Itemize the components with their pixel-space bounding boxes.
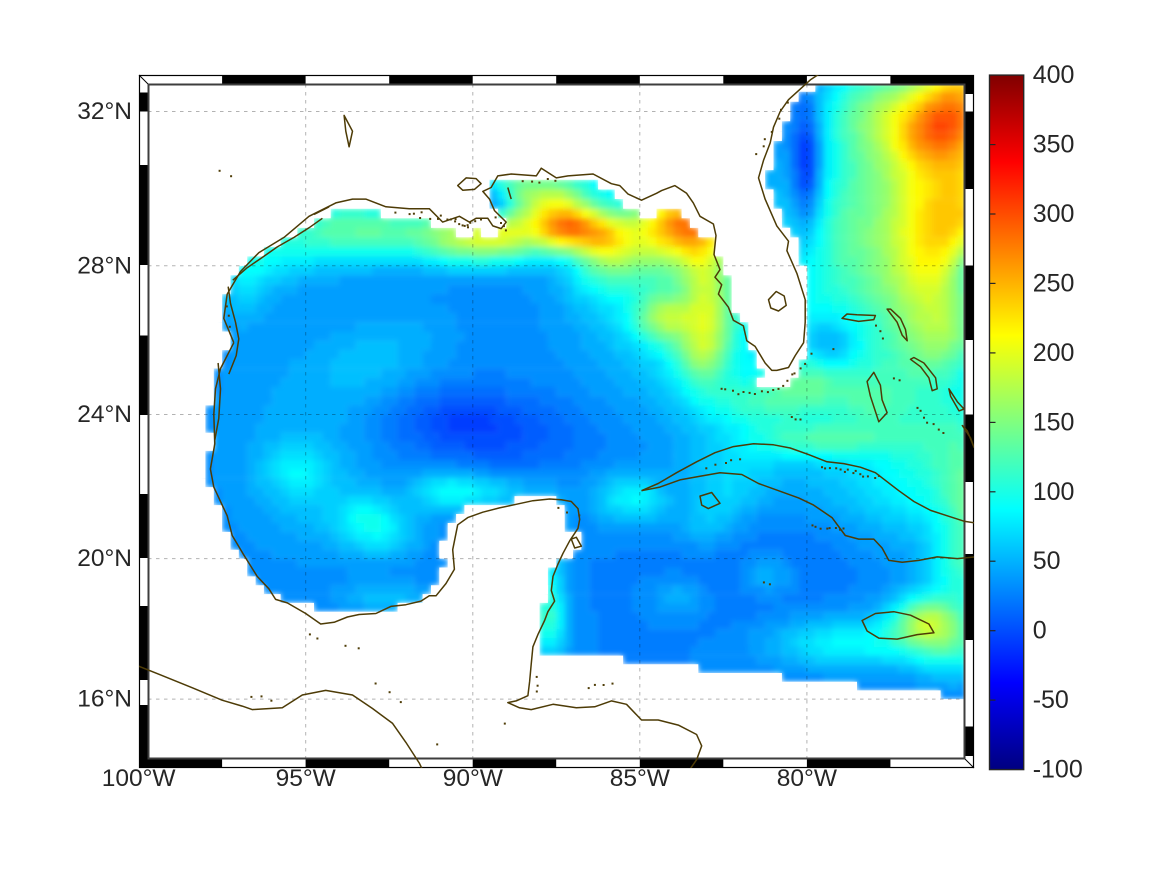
svg-text:24°N: 24°N [77,401,132,428]
svg-text:0: 0 [1033,617,1047,645]
svg-text:400: 400 [1033,61,1075,89]
svg-text:20°N: 20°N [77,545,132,572]
svg-text:50: 50 [1033,547,1061,575]
svg-text:150: 150 [1033,408,1075,436]
svg-text:32°N: 32°N [77,98,132,125]
svg-text:90°W: 90°W [443,765,504,792]
svg-text:100°W: 100°W [102,765,177,792]
svg-text:100: 100 [1033,478,1075,506]
svg-text:200: 200 [1033,339,1075,367]
svg-text:85°W: 85°W [610,765,671,792]
svg-text:80°W: 80°W [777,765,838,792]
svg-text:-100: -100 [1033,756,1083,784]
svg-text:28°N: 28°N [77,252,132,279]
svg-text:16°N: 16°N [77,686,132,713]
svg-text:300: 300 [1033,200,1075,228]
svg-text:-50: -50 [1033,686,1069,714]
svg-text:350: 350 [1033,131,1075,159]
svg-text:250: 250 [1033,269,1075,297]
svg-text:95°W: 95°W [276,765,337,792]
